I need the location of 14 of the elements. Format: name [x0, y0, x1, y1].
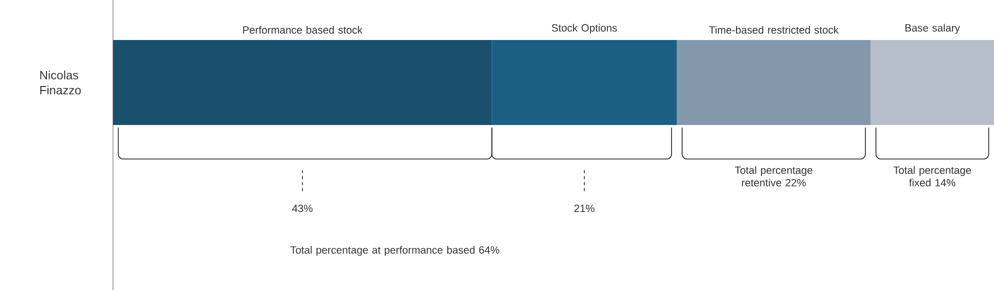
bar	[492, 40, 677, 125]
text: 21%	[574, 204, 594, 212]
series-label: Performance based stock	[243, 26, 363, 34]
y-tick-label: Nicolas Finazzo	[40, 70, 81, 94]
series-label: Time-based restricted stock	[709, 26, 839, 34]
bar	[113, 40, 492, 125]
text: Total percentage fixed 14%	[893, 166, 971, 186]
bar	[676, 40, 871, 125]
text: Total percentage retentive 22%	[734, 166, 812, 186]
series-label: Stock Options	[552, 24, 617, 34]
text: 43%	[292, 204, 313, 212]
series-label: Base salary	[905, 24, 960, 34]
text: Total percentage at performance based 64%	[290, 246, 500, 256]
bar	[870, 40, 994, 125]
